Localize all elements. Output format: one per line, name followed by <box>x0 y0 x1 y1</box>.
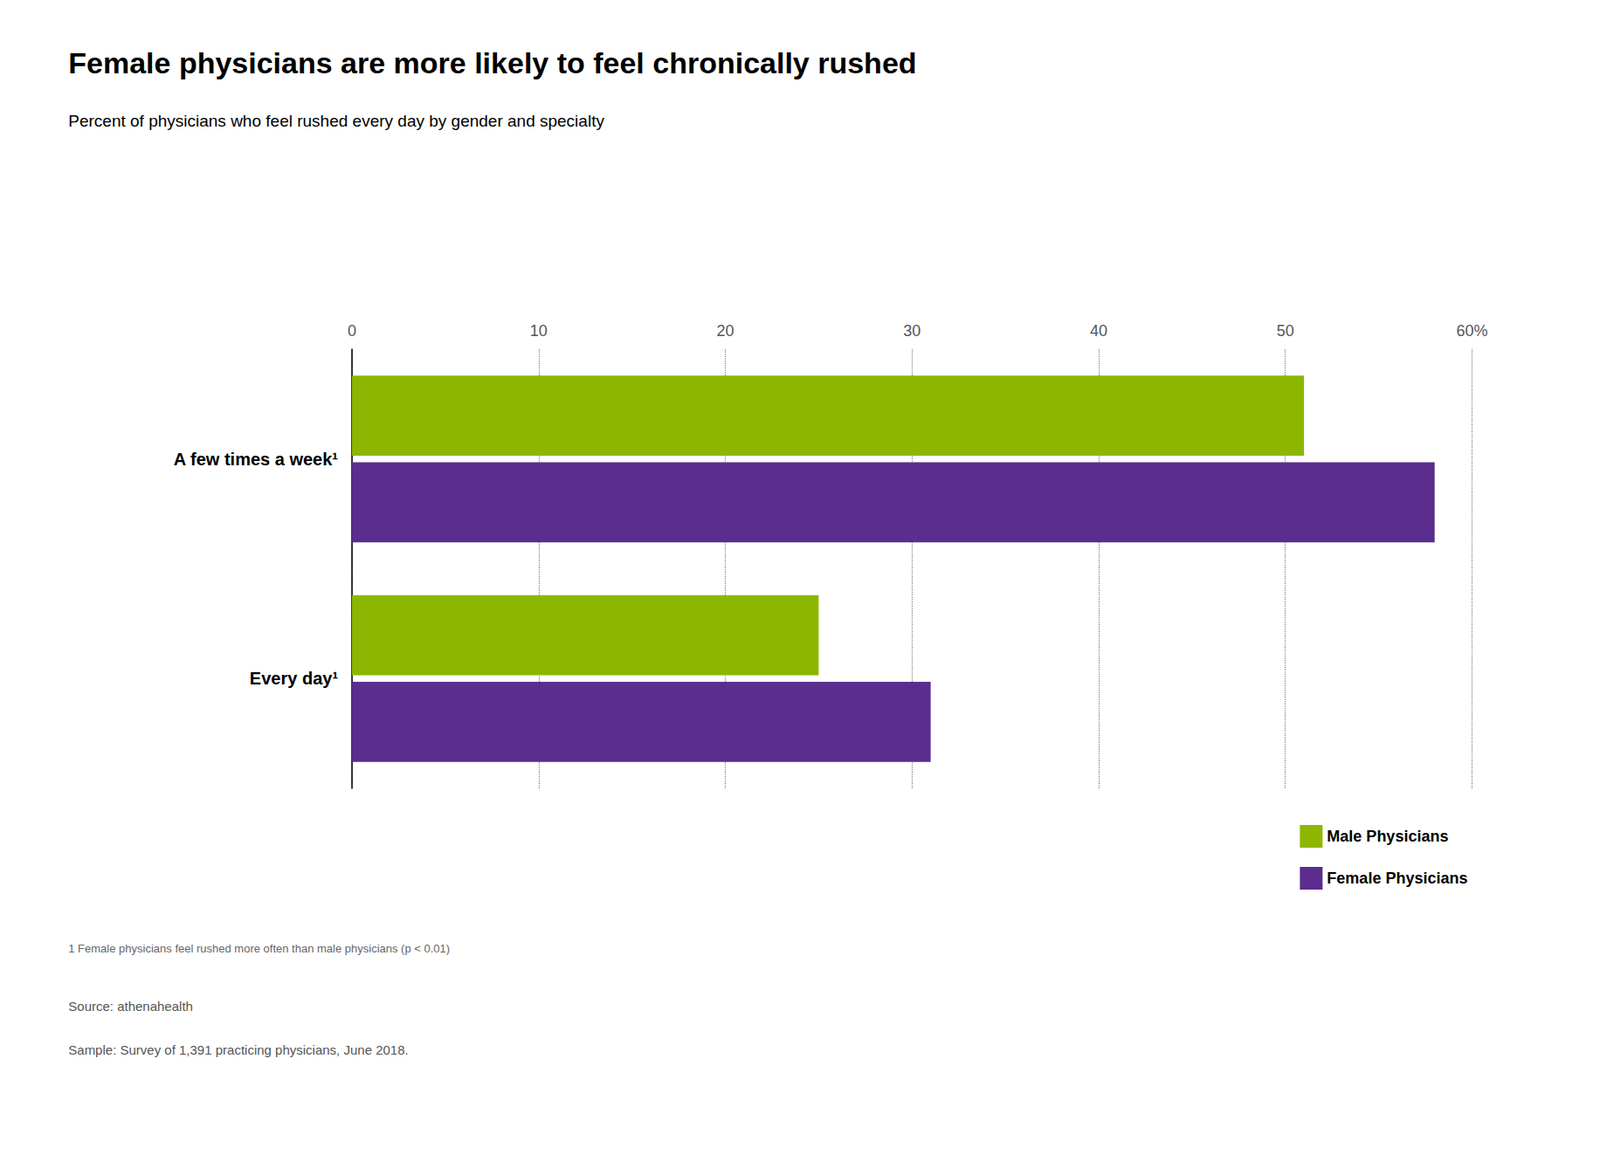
svg-text:Percent of physicians who feel: Percent of physicians who feel rushed ev… <box>68 111 605 131</box>
svg-text:50: 50 <box>1276 322 1295 340</box>
svg-text:Sample: Survey of 1,391 practi: Sample: Survey of 1,391 practicing physi… <box>68 1042 408 1058</box>
svg-text:Female physicians are more lik: Female physicians are more likely to fee… <box>68 46 917 80</box>
svg-text:60%: 60% <box>1455 322 1488 340</box>
svg-text:Male Physicians: Male Physicians <box>1326 827 1449 846</box>
svg-text:Source: athenahealth: Source: athenahealth <box>68 999 194 1014</box>
svg-text:Female Physicians: Female Physicians <box>1326 869 1468 888</box>
svg-text:1 Female physicians feel rushe: 1 Female physicians feel rushed more oft… <box>68 942 450 956</box>
svg-text:10: 10 <box>530 322 548 340</box>
svg-text:40: 40 <box>1089 322 1108 340</box>
svg-text:A few times a week¹: A few times a week¹ <box>173 449 339 469</box>
svg-text:0: 0 <box>347 322 357 340</box>
svg-text:20: 20 <box>716 322 734 340</box>
svg-text:Every day¹: Every day¹ <box>249 668 339 689</box>
svg-text:30: 30 <box>903 322 921 340</box>
